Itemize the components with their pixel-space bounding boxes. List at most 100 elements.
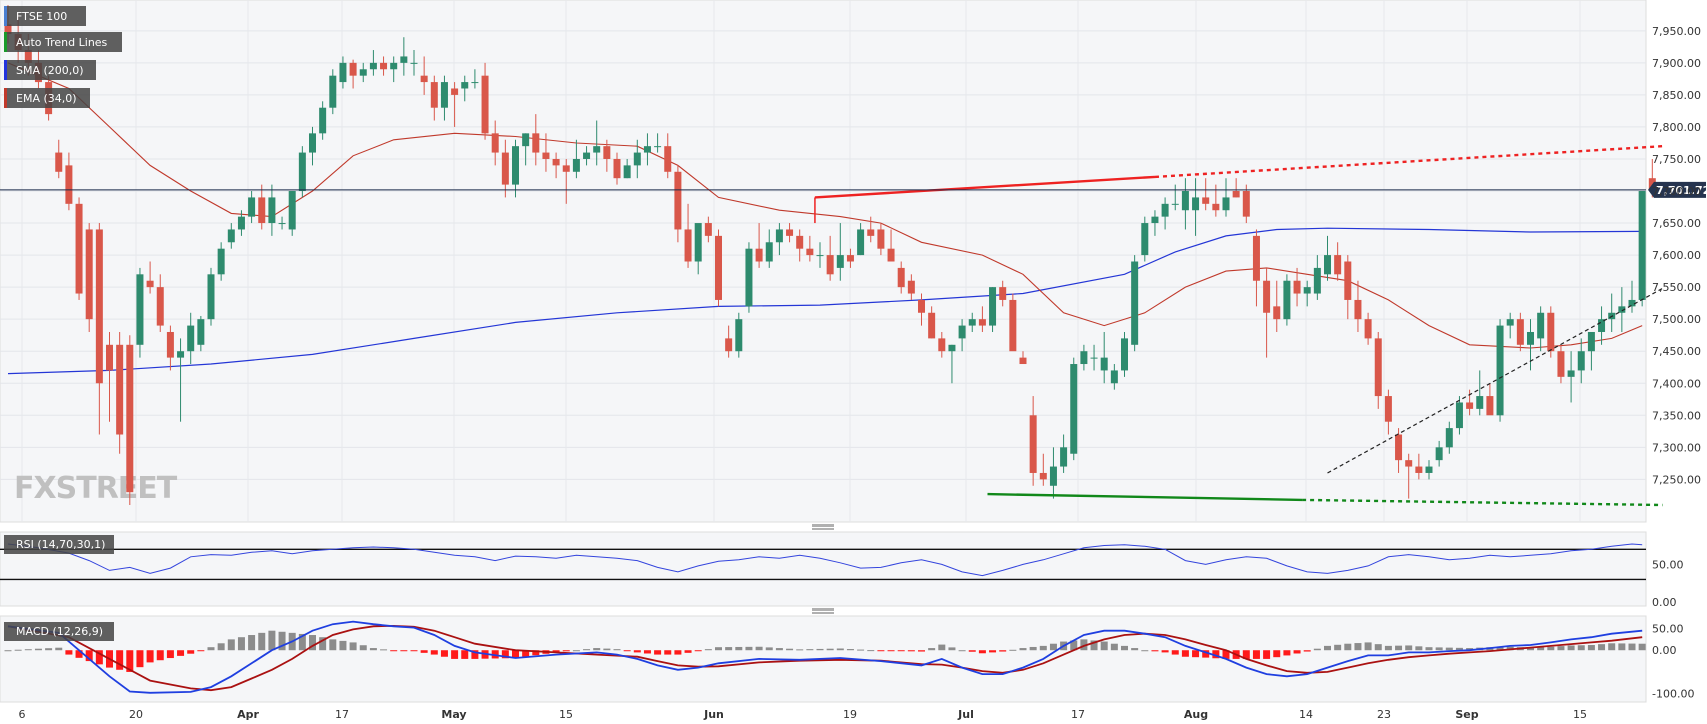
legend-macd-box[interactable] — [4, 622, 114, 641]
legend-ftse-label: FTSE 100 — [16, 10, 67, 23]
candle-body — [116, 344, 124, 435]
candle-body — [1516, 319, 1524, 345]
candle-body — [786, 229, 794, 236]
macd-hist-bar — [907, 650, 915, 652]
macd-hist-bar — [45, 648, 53, 651]
splitter-handle-2[interactable] — [812, 608, 834, 611]
macd-hist-bar — [1019, 648, 1027, 651]
candle-body — [1455, 402, 1463, 429]
time-tick-label: 6 — [19, 708, 26, 721]
candle-body — [1384, 396, 1392, 422]
legend[interactable]: FTSE 100 Auto Trend Lines SMA (200,0) EM… — [4, 6, 122, 108]
trend-lines — [814, 145, 1663, 507]
time-tick-label: 14 — [1299, 708, 1313, 721]
candle-body — [593, 146, 601, 153]
legend-trend-swatch — [4, 32, 7, 52]
candle-body — [359, 69, 367, 76]
candle-body — [248, 197, 256, 217]
candle-body — [562, 165, 570, 172]
candle-body — [1374, 338, 1382, 397]
candle-body — [1324, 255, 1331, 275]
macd-hist-bar — [1080, 639, 1088, 651]
macd-hist-bar — [1242, 650, 1250, 659]
price-tick-label: 7,350.00 — [1652, 409, 1701, 422]
macd-hist-bar — [1598, 644, 1606, 651]
candle-body — [1466, 402, 1474, 409]
candle-body — [1628, 299, 1636, 307]
macd-hist-bar — [1131, 648, 1139, 651]
candle-body — [1039, 472, 1047, 480]
time-tick-label: Sep — [1455, 708, 1478, 721]
candle-body — [745, 248, 753, 307]
macd-hist-bar — [420, 650, 428, 653]
macd-hist-bar — [116, 650, 124, 670]
rsi-layer — [0, 543, 1646, 581]
candle-body — [1049, 466, 1057, 486]
panel-splitter-1[interactable] — [812, 524, 834, 530]
macd-hist-bar — [298, 633, 306, 651]
candle-body — [735, 319, 743, 352]
candle-body — [725, 338, 733, 352]
candle-body — [1648, 178, 1656, 190]
macd-tick-label: -100.00 — [1652, 688, 1694, 701]
candle-body — [217, 248, 225, 275]
candle-body — [1252, 235, 1260, 281]
candle-body — [694, 223, 702, 262]
candle-body — [1557, 351, 1565, 377]
time-tick-label: Aug — [1184, 708, 1208, 721]
legend-ftse-box[interactable] — [4, 6, 86, 26]
legend-rsi-box[interactable] — [4, 535, 114, 554]
macd-hist-bar — [1506, 646, 1514, 651]
time-tick-label: 19 — [843, 708, 857, 721]
macd-hist-bar — [532, 650, 540, 656]
macd-hist-bar — [146, 650, 154, 663]
price-panel — [0, 0, 1647, 523]
candle-body — [126, 344, 134, 493]
macd-hist-bar — [796, 649, 804, 651]
panel-splitter-2[interactable] — [812, 608, 834, 614]
macd-hist-bar — [999, 650, 1007, 652]
price-tick-label: 7,250.00 — [1652, 473, 1701, 486]
legend-sma-box[interactable] — [4, 60, 96, 80]
price-tick-label: 7,800.00 — [1652, 121, 1701, 134]
macd-hist-bar — [197, 650, 205, 652]
macd-hist-bar — [390, 650, 398, 652]
time-tick-label: 17 — [1071, 708, 1085, 721]
candle-body — [877, 229, 885, 249]
macd-hist-bar — [684, 650, 692, 653]
candle-body — [633, 152, 641, 166]
macd-hist-bar — [978, 650, 986, 654]
candle-body — [867, 229, 875, 236]
candle-body — [1212, 203, 1220, 211]
legend-ema-box[interactable] — [4, 88, 90, 108]
macd-hist-bar — [1415, 646, 1423, 651]
candle-body — [1344, 261, 1352, 300]
candle-body — [664, 146, 672, 172]
candle-body — [613, 158, 621, 179]
candle-body — [552, 158, 560, 166]
splitter-handle-1b[interactable] — [812, 528, 834, 530]
candle-body — [1171, 203, 1179, 205]
macd-hist-bar — [187, 650, 195, 654]
price-tick-label: 7,700.00 — [1652, 185, 1701, 198]
candle-body — [177, 351, 185, 358]
legend-trend-box[interactable] — [4, 32, 122, 52]
macd-hist-bar — [1212, 650, 1220, 659]
candle-body — [542, 152, 550, 159]
candle-body — [1364, 319, 1372, 339]
splitter-handle-2b[interactable] — [812, 612, 834, 614]
splitter-handle-1[interactable] — [812, 524, 834, 527]
trend-line — [1327, 287, 1663, 474]
macd-hist-bar — [430, 650, 438, 655]
candle-body — [75, 203, 83, 294]
candle-body — [674, 171, 682, 230]
candle-body — [826, 255, 834, 275]
candle-body — [1131, 261, 1139, 345]
candle-body — [522, 133, 530, 147]
candle-body — [1181, 191, 1189, 211]
candle-body — [816, 255, 824, 257]
macd-hist-bar — [1496, 646, 1504, 651]
macd-hist-bar — [1324, 645, 1331, 651]
legend-ema-swatch — [4, 88, 7, 108]
macd-hist-bar — [1405, 645, 1413, 651]
